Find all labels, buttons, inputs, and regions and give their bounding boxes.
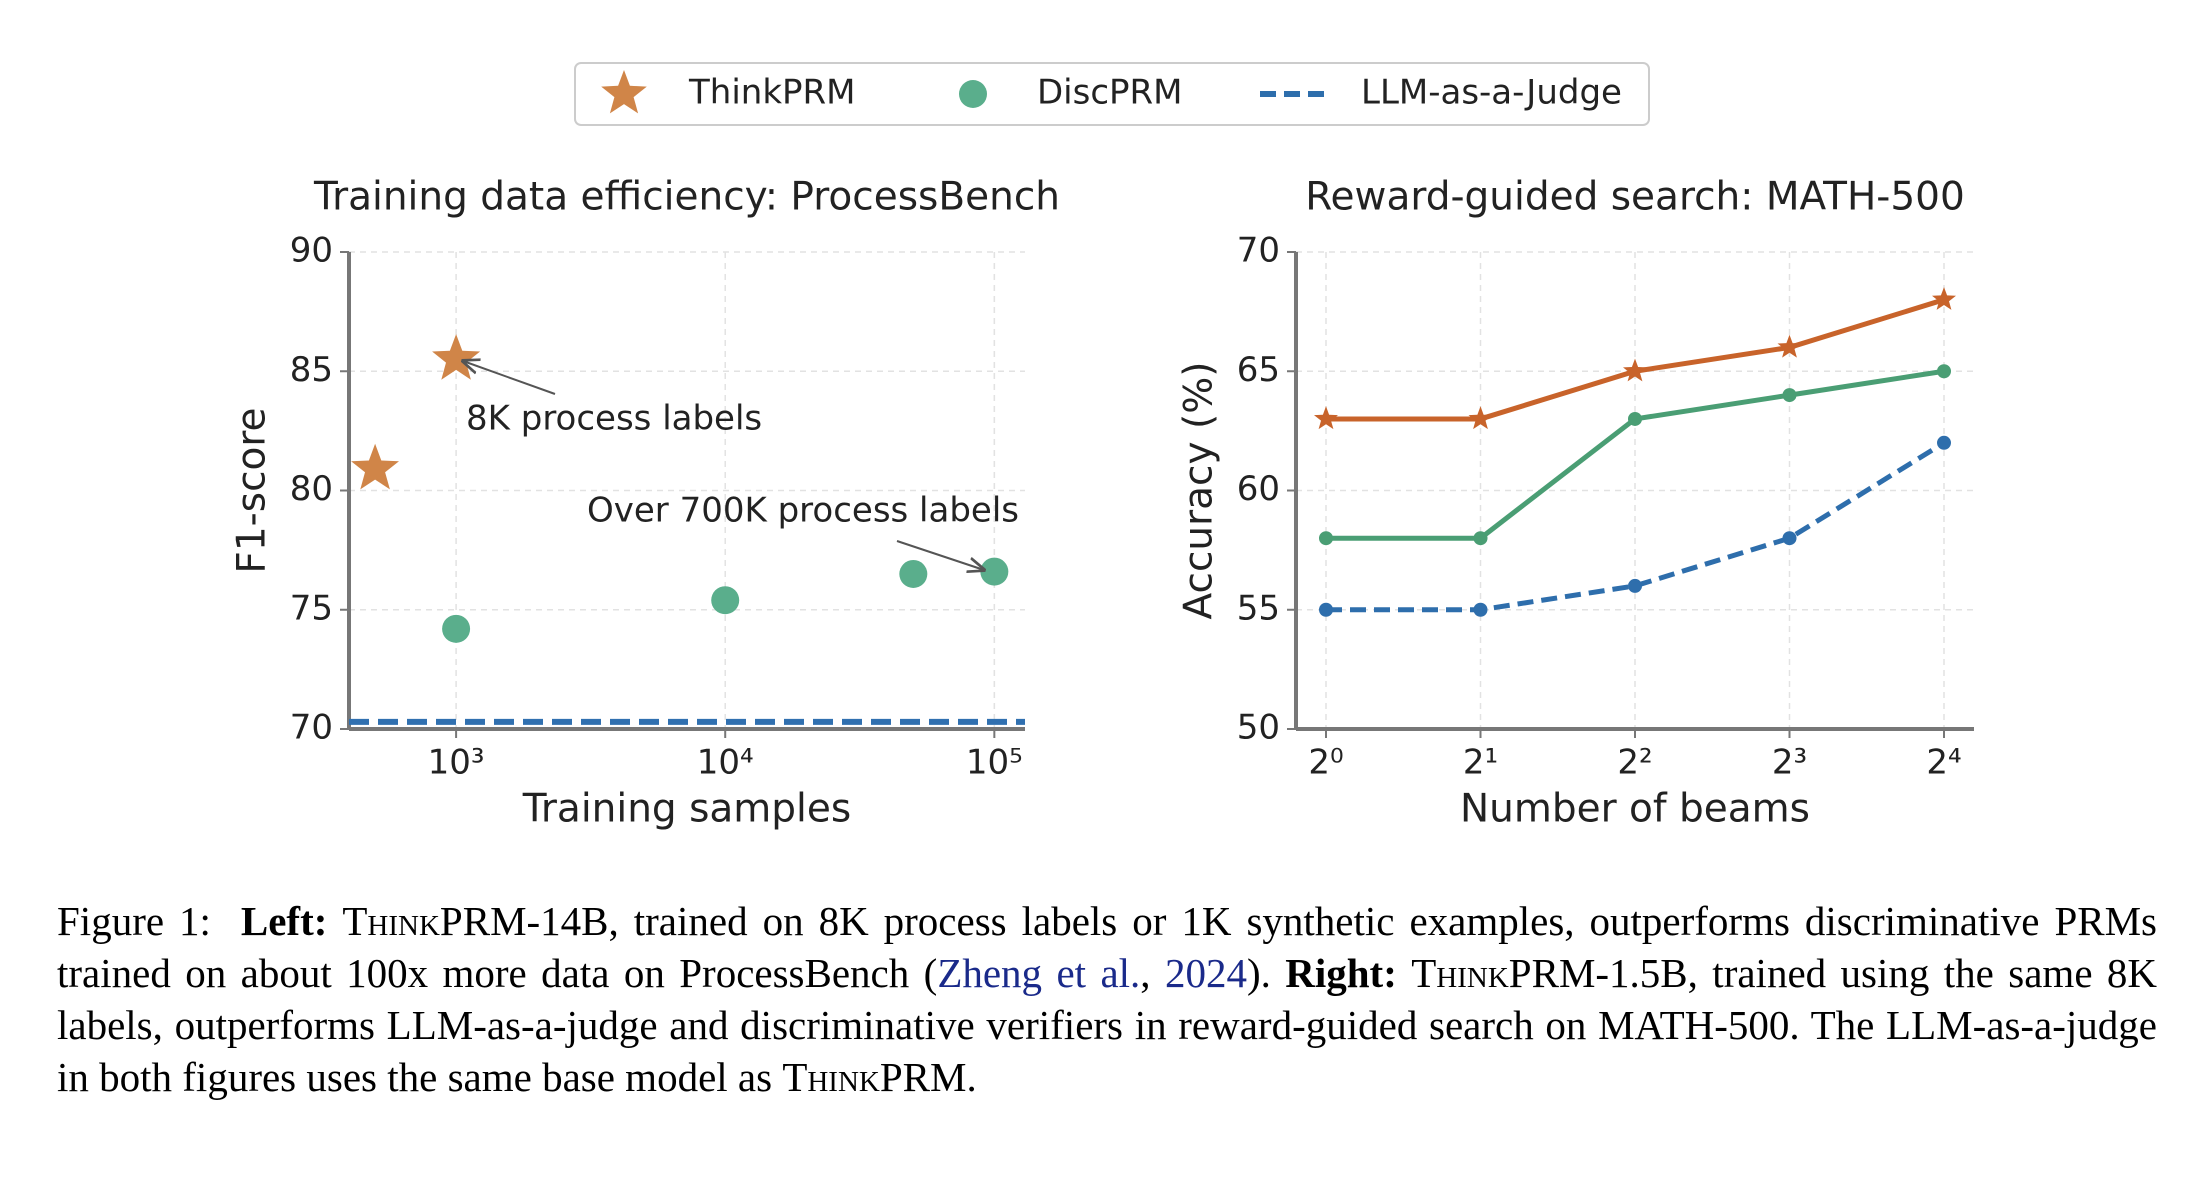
point <box>1319 531 1333 546</box>
star-marker <box>1314 406 1338 430</box>
point <box>1782 531 1797 546</box>
caption-text: -1.5B, trained using the same 8K labels,… <box>57 950 2158 1100</box>
y-axis-label: F1-score <box>230 407 275 573</box>
caption-text: Figure 1: <box>57 898 211 944</box>
x-tick-label: 2² <box>1617 743 1652 783</box>
legend-swatch <box>959 80 987 108</box>
star-marker <box>1623 358 1647 382</box>
y-tick-label: 55 <box>1237 588 1280 628</box>
caption-text: Right: <box>1285 950 1397 996</box>
x-axis-label: Training samples <box>522 787 851 832</box>
chart-title: Training data efficiency: ProcessBench <box>313 175 1060 220</box>
x-tick-label: 2⁰ <box>1308 743 1343 783</box>
caption-text: , <box>1140 950 1165 996</box>
star-marker <box>1777 334 1802 358</box>
annotation-arrow <box>896 540 984 570</box>
star-marker <box>351 443 399 490</box>
annotation: 8K process labels <box>466 399 762 439</box>
point <box>1473 531 1488 546</box>
legend-label: ThinkPRM <box>688 73 855 113</box>
x-tick-label: 10³ <box>428 743 485 783</box>
y-tick-label: 90 <box>290 231 333 271</box>
annotation: Over 700K process labels <box>587 491 1019 531</box>
citation-link[interactable]: 2024 <box>1164 950 1247 996</box>
star-marker <box>432 334 481 380</box>
legend-label: LLM-as-a-Judge <box>1361 73 1622 113</box>
y-tick-label: 85 <box>290 350 333 390</box>
legend-swatch <box>601 70 647 114</box>
caption-text: ThinkPRM <box>342 898 527 944</box>
legend-label: DiscPRM <box>1037 73 1183 113</box>
x-tick-label: 2¹ <box>1463 743 1498 783</box>
x-tick-label: 10⁵ <box>966 743 1023 783</box>
y-tick-label: 50 <box>1237 708 1280 748</box>
figure: Training data efficiency: ProcessBench Tr… <box>230 62 1974 832</box>
point <box>980 557 1009 586</box>
x-axis-label: Number of beams <box>1460 787 1810 832</box>
y-tick-label: 60 <box>1237 469 1280 509</box>
legend-box <box>574 62 1650 126</box>
point <box>899 559 928 588</box>
y-tick-label: 70 <box>1237 231 1280 271</box>
caption-text: ThinkPRM <box>782 1054 967 1100</box>
y-tick-label: 65 <box>1237 350 1280 390</box>
series-line <box>1326 440 1946 613</box>
point <box>711 586 740 615</box>
y-tick-label: 70 <box>290 708 333 748</box>
caption-text: -14B, trained on 8K process labels or 1K… <box>57 898 2157 996</box>
point <box>1628 411 1642 426</box>
caption-text: ThinkPRM <box>1411 950 1596 996</box>
point <box>1628 578 1642 593</box>
point <box>442 614 471 643</box>
star-marker <box>1468 406 1493 430</box>
caption: Figure 1: Left: ThinkPRM-14B, trained on… <box>57 895 2157 1103</box>
x-tick-label: 2⁴ <box>1926 743 1961 783</box>
y-axis-label: Accuracy (%) <box>1177 362 1222 620</box>
citation-link[interactable]: Zheng et al. <box>937 950 1141 996</box>
chart-title: Reward-guided search: MATH-500 <box>1305 175 1965 220</box>
y-tick-label: 75 <box>290 588 333 628</box>
point <box>1319 602 1333 617</box>
x-tick-label: 10⁴ <box>697 743 754 783</box>
y-tick-label: 80 <box>290 469 333 509</box>
caption-text: . <box>966 1054 977 1100</box>
point <box>1782 388 1797 403</box>
caption-text: ). <box>1246 950 1286 996</box>
point <box>1473 602 1488 617</box>
point <box>1937 435 1951 450</box>
point <box>1937 364 1951 379</box>
star-marker <box>1932 287 1956 310</box>
annotation-arrow <box>463 361 556 395</box>
x-tick-label: 2³ <box>1772 743 1807 783</box>
caption-text: Left: <box>240 898 328 944</box>
